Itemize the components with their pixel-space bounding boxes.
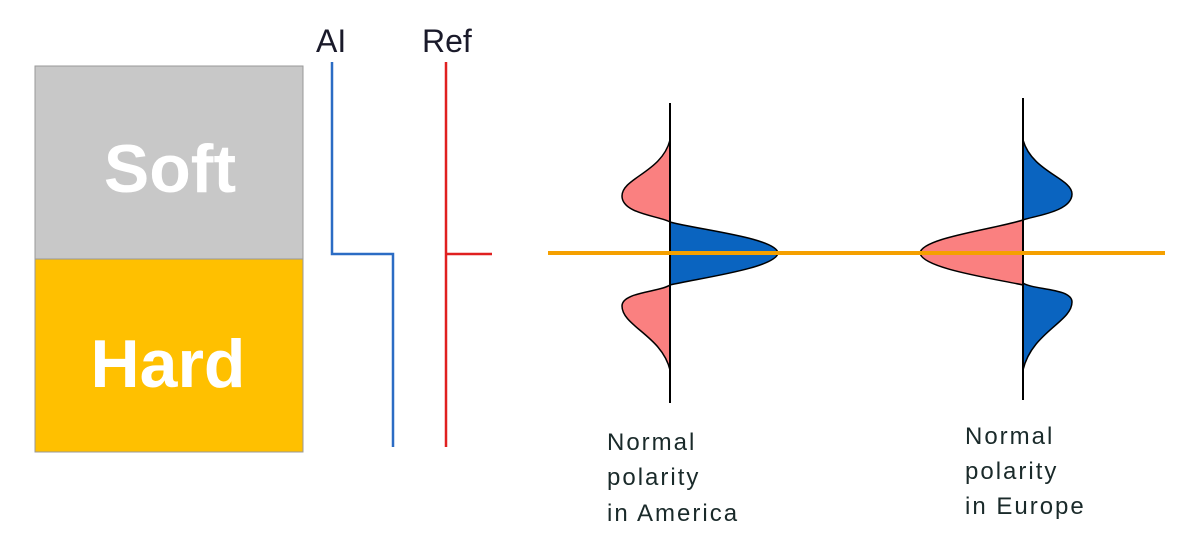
caption-line: polarity	[607, 464, 700, 491]
ai-log	[330, 62, 395, 447]
trough-lobe	[621, 283, 671, 371]
caption-line: Normal	[607, 429, 696, 456]
soft-layer	[34, 65, 304, 260]
caption-line: in Europe	[965, 493, 1086, 520]
peak-lobe	[1022, 281, 1073, 371]
layer-label: Hard	[91, 326, 246, 402]
layer-label: Soft	[104, 131, 236, 207]
trough-lobe	[621, 139, 671, 224]
log-label: AI	[316, 23, 346, 59]
hard-layer	[34, 258, 304, 453]
caption-line: in America	[607, 500, 739, 527]
caption-line: Normal	[965, 423, 1054, 450]
log-label: Ref	[422, 23, 472, 59]
caption-line: polarity	[965, 458, 1058, 485]
peak-lobe	[1022, 139, 1073, 222]
